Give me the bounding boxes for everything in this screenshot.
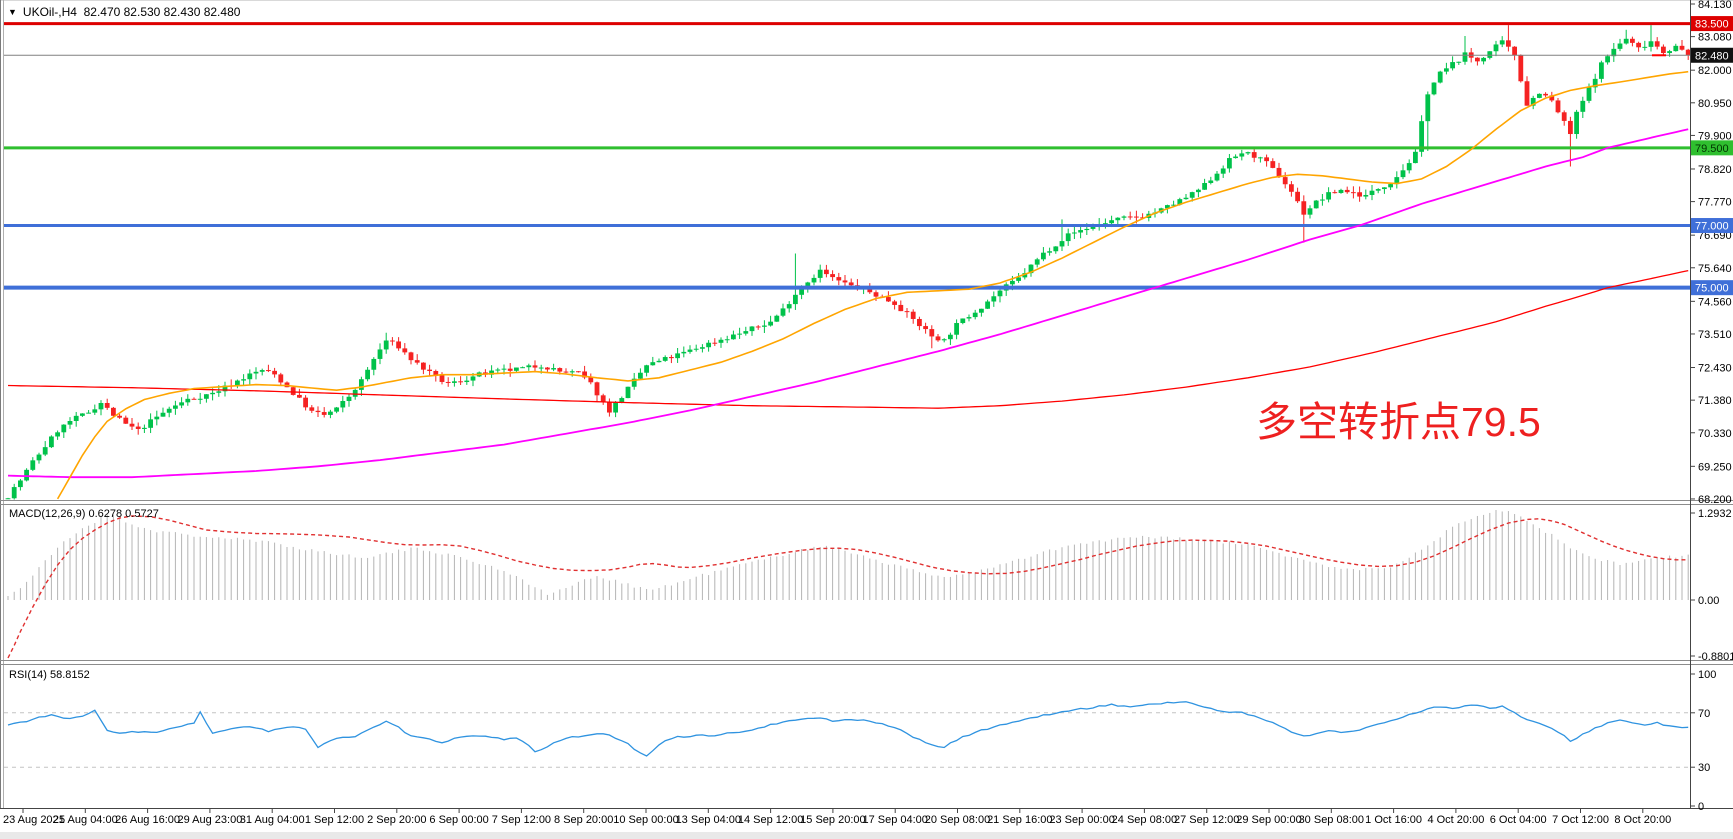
date-axis-label: 24 Sep 08:00 bbox=[1112, 814, 1177, 826]
price-axis-label: 74.560 bbox=[1698, 296, 1732, 308]
date-axis-label: 13 Sep 04:00 bbox=[676, 814, 741, 826]
price-axis-label: 70.330 bbox=[1698, 428, 1732, 440]
price-axis-label: 83.080 bbox=[1698, 32, 1732, 44]
date-axis-label: 21 Sep 16:00 bbox=[987, 814, 1052, 826]
price-tag-label: 82.480 bbox=[1695, 50, 1729, 62]
rsi-axis-label: 0 bbox=[1698, 801, 1704, 813]
rsi-axis-label: 70 bbox=[1698, 708, 1710, 720]
price-axis-label: 78.820 bbox=[1698, 164, 1732, 176]
macd-axis-label: 1.2932 bbox=[1698, 508, 1732, 520]
date-axis-label: 20 Sep 08:00 bbox=[925, 814, 990, 826]
price-axis-label: 84.130 bbox=[1698, 0, 1732, 11]
annotation-text[interactable]: 多空转折点79.5 bbox=[1256, 399, 1541, 445]
price-tag-label: 83.500 bbox=[1695, 19, 1729, 31]
date-axis-label: 27 Sep 12:00 bbox=[1174, 814, 1239, 826]
date-axis-label: 29 Aug 23:00 bbox=[177, 814, 242, 826]
price-axis-label: 71.380 bbox=[1698, 395, 1732, 407]
price-tag-label: 79.500 bbox=[1695, 143, 1729, 155]
symbol-ohlc-text: UKOil-,H4 82.470 82.530 82.430 82.480 bbox=[22, 5, 241, 19]
date-axis-label: 1 Sep 12:00 bbox=[305, 814, 364, 826]
chart-title: ▼ UKOil-,H4 82.470 82.530 82.430 82.480 bbox=[8, 5, 240, 19]
date-axis-label: 6 Sep 00:00 bbox=[429, 814, 488, 826]
date-axis-label: 30 Sep 08:00 bbox=[1299, 814, 1364, 826]
date-axis-label: 29 Sep 00:00 bbox=[1236, 814, 1301, 826]
price-axis-label: 75.640 bbox=[1698, 263, 1732, 275]
date-axis-label: 4 Oct 20:00 bbox=[1427, 814, 1484, 826]
ma-fast-orange bbox=[56, 70, 1689, 500]
macd-signal-line bbox=[7, 515, 1689, 659]
rsi-line bbox=[7, 701, 1689, 757]
price-axis-label: 73.510 bbox=[1698, 329, 1732, 341]
chevron-down-icon[interactable]: ▼ bbox=[8, 6, 17, 17]
date-axis-label: 17 Sep 04:00 bbox=[862, 814, 927, 826]
ma-slow-red bbox=[7, 269, 1689, 409]
price-axis: 84.130 83.080 82.000 80.950 79.900 78.820 77.7… bbox=[0, 0, 1733, 813]
date-axis-label: 31 Aug 04:00 bbox=[240, 814, 305, 826]
date-axis-label: 23 Aug 2021 bbox=[3, 814, 65, 826]
date-axis-label: 10 Sep 00:00 bbox=[613, 814, 678, 826]
ma-mid-magenta bbox=[7, 128, 1689, 479]
date-axis-label: 25 Aug 04:00 bbox=[53, 814, 118, 826]
date-axis-label: 6 Oct 04:00 bbox=[1490, 814, 1547, 826]
macd-panel bbox=[7, 509, 1689, 659]
price-axis-label: 79.900 bbox=[1698, 130, 1732, 142]
date-axis-label: 26 Aug 16:00 bbox=[115, 814, 180, 826]
price-tags: 83.500 82.480 79.500 77.000 75.000 bbox=[1691, 16, 1733, 296]
date-axis-label: 8 Sep 20:00 bbox=[554, 814, 613, 826]
price-axis-label: 80.950 bbox=[1698, 98, 1732, 110]
price-axis-label: 68.200 bbox=[1698, 494, 1732, 506]
macd-indicator-label: MACD(12,26,9) 0.6278 0.5727 bbox=[9, 508, 159, 520]
moving-averages bbox=[7, 70, 1689, 500]
macd-axis-label: -0.8801 bbox=[1698, 651, 1733, 663]
date-axis-label: 7 Oct 12:00 bbox=[1552, 814, 1609, 826]
price-tag-label: 77.000 bbox=[1695, 221, 1729, 233]
date-axis-label: 7 Sep 12:00 bbox=[492, 814, 551, 826]
rsi-axis-label: 30 bbox=[1698, 762, 1710, 774]
rsi-indicator-label: RSI(14) 58.8152 bbox=[9, 669, 90, 681]
date-axis-label: 8 Oct 20:00 bbox=[1614, 814, 1671, 826]
candlestick-series bbox=[5, 25, 1691, 500]
price-axis-label: 77.770 bbox=[1698, 197, 1732, 209]
date-axis-label: 23 Sep 00:00 bbox=[1049, 814, 1114, 826]
horizontal-level-lines bbox=[4, 22, 1690, 290]
date-axis-label: 14 Sep 12:00 bbox=[738, 814, 803, 826]
price-axis-label: 82.000 bbox=[1698, 65, 1732, 77]
rsi-axis-label: 100 bbox=[1698, 669, 1716, 681]
price-axis-label: 72.430 bbox=[1698, 363, 1732, 375]
price-tag-label: 75.000 bbox=[1695, 283, 1729, 295]
rsi-panel bbox=[4, 701, 1690, 768]
date-axis-label: 2 Sep 20:00 bbox=[367, 814, 426, 826]
macd-axis-label: 0.00 bbox=[1698, 595, 1719, 607]
price-axis-label: 69.250 bbox=[1698, 461, 1732, 473]
date-axis-label: 1 Oct 16:00 bbox=[1365, 814, 1422, 826]
price-axis-label: 76.690 bbox=[1698, 230, 1732, 242]
date-axis-label: 15 Sep 20:00 bbox=[800, 814, 865, 826]
